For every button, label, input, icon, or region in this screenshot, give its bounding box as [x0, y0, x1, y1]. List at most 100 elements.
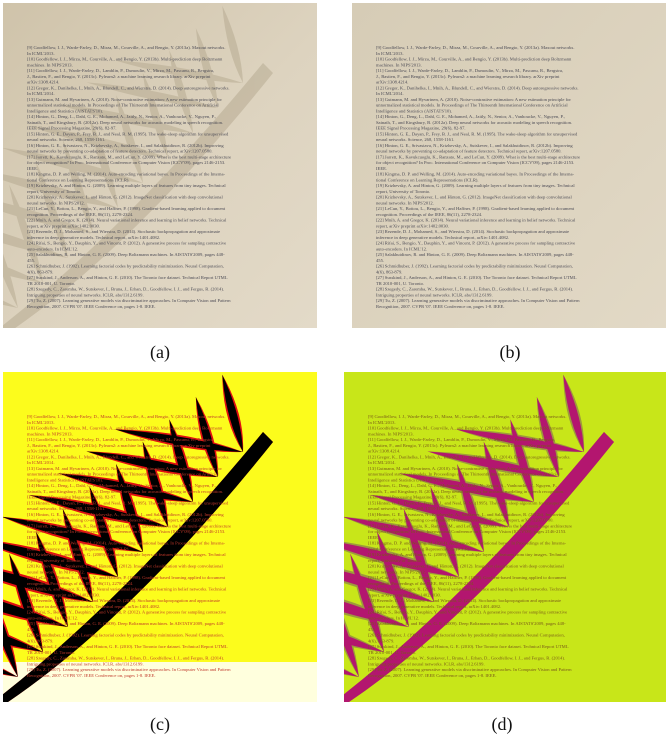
document-line: inference in deep generative models. Tec… [27, 604, 160, 610]
frond-stem-shadow [344, 432, 614, 702]
frond-shadow [3, 601, 68, 627]
panel-b-image: [9] Goodfellow, I. J., Warde-Farley, D.,… [352, 3, 666, 328]
document-text: [9] Goodfellow, I. J., Warde-Farley, D.,… [368, 414, 572, 679]
document-line: tional Conference on Learning Representa… [376, 177, 479, 182]
document-line: [29] Tu, Z. (2007). Learning generative … [368, 667, 572, 673]
panel-c-image: [9] Goodfellow, I. J., Warde-Farley, D.,… [3, 372, 317, 702]
frond-shadow [370, 495, 509, 527]
document-line: [24] Rifai, S., Bengio, Y., Dauphin, Y.,… [368, 610, 567, 616]
caption-a: (a) [150, 342, 170, 362]
document-line: [20] Krizhevsky, A., Sutskever, I., and … [368, 564, 564, 570]
document-line: [15] Hinton, G. E., Dayan, P., Frey, B. … [27, 131, 229, 137]
document-line: 455. [376, 258, 384, 263]
document-line: Sainath, T., and Kingsbury, B. (2012a). … [27, 120, 223, 126]
document-line: Recognition, 2007. CVPR '07. IEEE Confer… [27, 673, 156, 679]
document-line: auto-encoders. In ICML'12. [368, 615, 419, 620]
document-line: neural networks. In NIPS'2012. [27, 200, 85, 205]
document-line: [14] Hinton, G., Deng, L., Dahl, G. E., … [27, 114, 216, 120]
document-line: [9] Goodfellow, I. J., Warde-Farley, D.,… [376, 45, 574, 51]
document-line: [21] LeCun, Y., Bottou, L., Bengio, Y., … [27, 575, 226, 581]
document-line: Intelligence and Statistics (AISTATS'10)… [368, 477, 444, 482]
document-line: 455. [27, 627, 35, 632]
frond-shadow [427, 451, 559, 477]
frond-shadow [86, 451, 218, 477]
document-line: neural networks by preventing co-adaptat… [368, 518, 554, 524]
document-line: [26] Schmidhuber, J. (1992). Learning fa… [368, 633, 565, 639]
document-line: neural networks by preventing co-adaptat… [27, 518, 213, 524]
document-line: [9] Goodfellow, I. J., Warde-Farley, D.,… [27, 45, 225, 51]
document-line: machines. In NIPS'2013. [27, 62, 73, 67]
document-line: 455. [368, 627, 376, 632]
document-line: [17] Jarrett, K., Kavukcuoglu, K., Ranza… [376, 154, 580, 160]
document-line: [22] Mnih, A. and Gregor, K. (2014). Neu… [376, 218, 576, 224]
document-line: In ICML'2014. [27, 91, 55, 96]
document-line: inference in deep generative models. Tec… [368, 604, 501, 610]
document-line: [13] Gutmann, M. and Hyvarinen, A. (2010… [368, 466, 563, 472]
document-line: [29] Tu, Z. (2007). Learning generative … [376, 298, 580, 304]
document-line: [18] Kingma, D. P. and Welling, M. (2014… [376, 172, 575, 178]
document-line: [27] Susskind, J., Anderson, A., and Hin… [27, 644, 228, 650]
document-line: report, University of Toronto. [27, 558, 81, 564]
document-line: [18] Kingma, D. P. and Welling, M. (2014… [368, 541, 567, 547]
document-line: report, arXiv preprint arXiv:1402.0030. [27, 592, 100, 598]
document-line: [17] Jarrett, K., Kavukcuoglu, K., Ranza… [27, 523, 231, 529]
frond-shadow [344, 601, 409, 627]
frond-shadow [3, 632, 43, 652]
document-line: [21] LeCun, Y., Bottou, L., Bengio, Y., … [368, 575, 567, 581]
document-line: TR 2010-001, U. Toronto. [27, 650, 75, 656]
document-line: neural networks. Science, 268, 1558-1161… [27, 137, 105, 143]
document-line: arXiv:1308.4214. [27, 80, 59, 85]
document-line: IEEE. [376, 166, 387, 171]
document-line: Intriguing properties of neural networks… [376, 292, 493, 298]
frond-shadow [3, 571, 93, 602]
document-line: report, arXiv preprint arXiv:1402.0030. [376, 223, 449, 229]
document-line: [25] Salakhutdinov, R. and Hinton, G. E.… [368, 621, 566, 627]
frond-shadow [86, 82, 218, 108]
document-line: [10] Goodfellow, I. J., Mirza, M., Courv… [368, 426, 564, 432]
frond-shadow [536, 397, 559, 477]
frond-shadow [58, 104, 194, 133]
document-line: IEEE. [27, 166, 38, 171]
document-line: [23] Rezende, D. J., Mohamed, S., and Wi… [368, 598, 561, 604]
frond-shadow [3, 202, 93, 233]
panel-a-image: [9] Goodfellow, I. J., Warde-Farley, D.,… [3, 3, 317, 328]
document-line: tional Conference on Learning Representa… [27, 177, 130, 182]
document-line: [28] Szegedy, C., Zaremba, W., Sutskever… [368, 656, 565, 662]
document-line: recognition. Proceedings of the IEEE, 86… [27, 212, 133, 218]
document-line: unnormalized statistical models. In Proc… [27, 103, 219, 108]
document-line: neural networks. Science, 268, 1558-1161… [376, 137, 454, 143]
document-text: [9] Goodfellow, I. J., Warde-Farley, D.,… [27, 414, 231, 679]
document-line: IEEE Signal Processing Magazine, 29(6), … [368, 495, 458, 501]
document-line: [16] Hinton, G. E., Srivastava, N., Kriz… [368, 512, 565, 518]
document-line: TR 2010-001, U. Toronto. [368, 650, 416, 656]
document-line: [10] Goodfellow, I. J., Mirza, M., Courv… [376, 57, 572, 63]
document-line: for object recognition? In Proc. Interna… [27, 160, 225, 166]
caption-d: (d) [491, 714, 513, 734]
document-line: tional Conference on Learning Representa… [27, 546, 130, 551]
document-line: In ICML'2013. [376, 51, 404, 56]
document-line: arXiv:1308.4214. [368, 449, 400, 454]
document-line: [17] Jarrett, K., Kavukcuoglu, K., Ranza… [27, 154, 231, 160]
document-line: IEEE. [368, 535, 379, 540]
document-line: neural networks. Science, 268, 1558-1161… [27, 506, 105, 512]
document-line: [14] Hinton, G., Deng, L., Dahl, G. E., … [376, 114, 565, 120]
document-line: for object recognition? In Proc. Interna… [368, 529, 566, 535]
document-line: [28] Szegedy, C., Zaremba, W., Sutskever… [27, 287, 224, 293]
document-line: [12] Gregor, K., Danihelka, I., Mnih, A.… [27, 454, 230, 460]
document-line: [15] Hinton, G. E., Dayan, P., Frey, B. … [27, 500, 229, 506]
document-line: [11] Goodfellow, I. J., Warde-Farley, D.… [368, 437, 555, 443]
document-line: [28] Szegedy, C., Zaremba, W., Sutskever… [27, 656, 224, 662]
frond-shadow [3, 300, 18, 308]
document-line: [15] Hinton, G. E., Dayan, P., Frey, B. … [376, 131, 578, 137]
document-line: auto-encoders. In ICML'12. [376, 246, 427, 251]
document-line: neural networks. In NIPS'2012. [27, 569, 85, 574]
document-line: In ICML'2013. [27, 420, 55, 425]
document-line: tional Conference on Learning Representa… [368, 546, 471, 551]
document-line: IEEE Signal Processing Magazine, 29(6), … [27, 495, 117, 501]
document-line: [19] Krizhevsky, A. and Hinton, G. (2009… [376, 183, 575, 189]
frond-shadow [344, 634, 384, 652]
panel-d-image: [9] Goodfellow, I. J., Warde-Farley, D.,… [344, 372, 666, 702]
frond-shadow [344, 516, 484, 552]
document-line: [9] Goodfellow, I. J., Warde-Farley, D.,… [27, 414, 225, 420]
document-line: [22] Mnih, A. and Gregor, K. (2014). Neu… [368, 587, 568, 593]
